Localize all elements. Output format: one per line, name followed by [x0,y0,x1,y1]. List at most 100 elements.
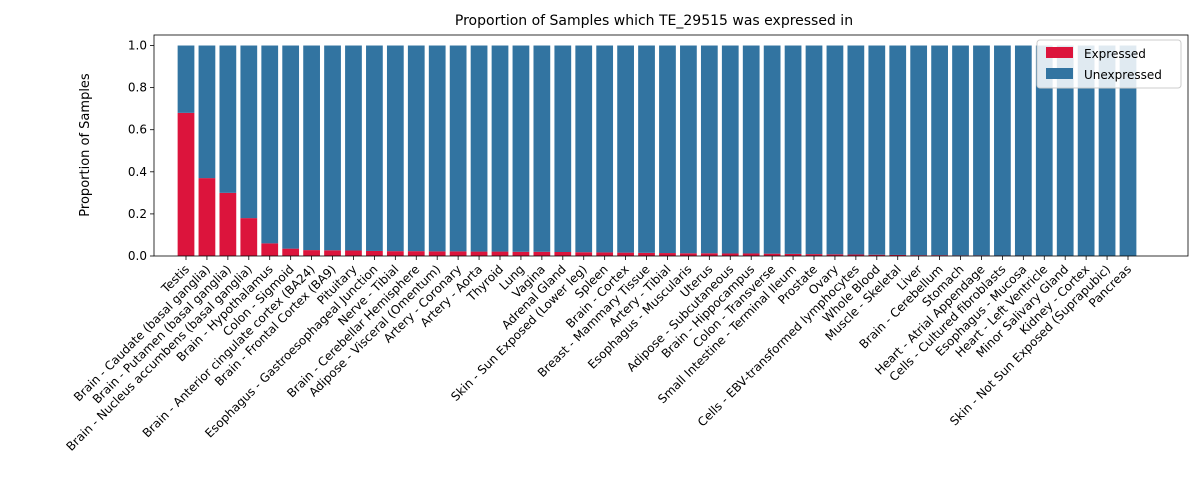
legend-swatch-expressed [1046,47,1073,58]
legend: Expressed Unexpressed [1036,39,1182,89]
bar-expressed-16 [512,251,530,256]
bar-expressed-6 [303,250,320,256]
bar-expressed-32 [847,254,865,256]
bar-unexpressed-26 [721,45,739,254]
bar-unexpressed-34 [889,45,907,255]
bar-expressed-25 [700,253,718,256]
bar-unexpressed-3 [240,45,258,219]
bar-unexpressed-23 [659,45,676,254]
bar-expressed-2 [219,192,237,256]
bar-unexpressed-37 [952,45,969,256]
bar-unexpressed-11 [407,45,425,252]
bar-unexpressed-6 [303,45,320,251]
bar-unexpressed-16 [512,45,530,252]
bar-unexpressed-0 [177,45,195,113]
y-tick-label-3: 0.6 [128,123,147,137]
bar-expressed-0 [177,112,195,256]
bar-unexpressed-24 [680,45,697,254]
bar-expressed-18 [554,252,572,256]
bar-expressed-33 [868,254,886,256]
bar-expressed-30 [805,254,823,256]
y-ticks-group: 0.0 0.2 0.4 0.6 0.8 1.0 [128,39,154,263]
bar-expressed-9 [366,250,383,256]
bar-expressed-1 [198,178,216,256]
bar-expressed-3 [240,218,258,256]
bar-unexpressed-22 [638,45,655,253]
y-axis-label: Proportion of Samples [78,73,93,217]
bar-unexpressed-13 [449,45,467,252]
bar-expressed-13 [449,251,467,256]
bar-unexpressed-28 [763,45,781,254]
plot-frame [153,34,1189,257]
bar-unexpressed-32 [847,45,865,255]
bar-unexpressed-20 [596,45,614,253]
bar-unexpressed-45 [1119,45,1137,256]
bar-expressed-7 [324,250,341,256]
bar-unexpressed-8 [345,45,362,251]
bar-expressed-21 [617,252,634,256]
axes-group [153,34,1189,257]
bar-expressed-8 [345,250,362,256]
bar-unexpressed-33 [868,45,886,255]
bar-unexpressed-25 [700,45,718,254]
y-tick-label-1: 0.2 [128,207,147,221]
bar-expressed-14 [470,251,488,256]
bar-expressed-15 [491,251,509,256]
bar-expressed-23 [659,253,676,256]
bar-unexpressed-30 [805,45,823,255]
bar-unexpressed-43 [1077,45,1095,256]
bar-unexpressed-9 [366,45,383,251]
bar-unexpressed-29 [784,45,802,254]
bar-expressed-12 [428,251,446,256]
bar-unexpressed-7 [324,45,341,251]
bar-unexpressed-31 [826,45,844,255]
bar-unexpressed-19 [575,45,593,253]
bar-unexpressed-2 [219,45,237,193]
bar-expressed-36 [931,255,948,256]
bar-unexpressed-15 [491,45,509,252]
bar-expressed-35 [910,255,928,256]
bar-unexpressed-12 [428,45,446,252]
bar-unexpressed-14 [470,45,488,252]
y-tick-label-2: 0.4 [128,165,147,179]
bar-unexpressed-41 [1035,45,1053,256]
y-tick-label-0: 0.0 [128,249,147,263]
bar-expressed-20 [596,252,614,256]
bar-expressed-28 [763,253,781,256]
bar-unexpressed-17 [533,45,551,252]
bar-unexpressed-42 [1056,45,1074,256]
y-tick-label-5: 1.0 [128,39,147,53]
legend-label-unexpressed: Unexpressed [1084,68,1162,82]
bar-unexpressed-5 [282,45,300,249]
chart-title: Proportion of Samples which TE_29515 was… [455,13,853,29]
bar-expressed-34 [889,254,907,256]
bar-expressed-29 [784,253,802,256]
bar-unexpressed-4 [261,45,279,244]
bar-expressed-24 [680,253,697,256]
bar-unexpressed-21 [617,45,634,253]
y-tick-label-4: 0.8 [128,81,147,95]
bar-unexpressed-27 [742,45,760,254]
bars-group [177,45,1137,256]
bar-expressed-5 [282,248,300,256]
bar-expressed-17 [533,251,551,256]
bar-expressed-11 [407,251,425,256]
bar-expressed-19 [575,252,593,256]
bar-unexpressed-44 [1098,45,1116,256]
bar-unexpressed-40 [1014,45,1032,256]
bar-unexpressed-35 [910,45,928,256]
legend-label-expressed: Expressed [1084,47,1146,61]
bar-expressed-31 [826,254,844,256]
legend-swatch-unexpressed [1046,68,1073,79]
bar-unexpressed-10 [386,45,404,252]
bar-expressed-26 [721,253,739,256]
bar-expressed-27 [742,253,760,256]
bar-expressed-4 [261,243,279,256]
bar-unexpressed-39 [994,45,1011,256]
bar-unexpressed-1 [198,45,216,179]
bar-unexpressed-36 [931,45,948,256]
bar-unexpressed-18 [554,45,572,252]
bar-unexpressed-38 [973,45,990,256]
bar-expressed-10 [386,251,404,256]
